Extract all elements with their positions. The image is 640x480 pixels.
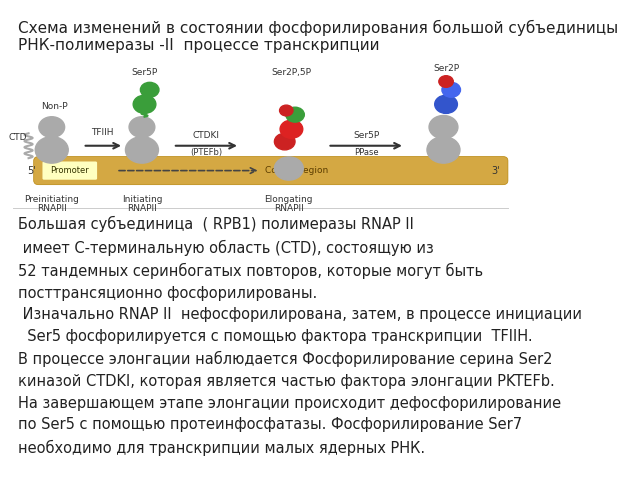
Circle shape <box>280 105 293 116</box>
Circle shape <box>435 95 458 113</box>
Text: Non-P: Non-P <box>41 101 68 110</box>
Text: RNAPII: RNAPII <box>37 204 67 213</box>
Text: Promoter: Promoter <box>51 166 89 175</box>
Text: RNAPII: RNAPII <box>274 204 304 213</box>
Circle shape <box>275 157 303 180</box>
Circle shape <box>439 76 453 87</box>
Text: Схема изменений в состоянии фосфорилирования большой субъединицы: Схема изменений в состоянии фосфорилиров… <box>19 19 618 36</box>
FancyBboxPatch shape <box>42 161 97 180</box>
Circle shape <box>275 133 295 150</box>
Text: Ser5P: Ser5P <box>131 68 157 77</box>
Circle shape <box>125 137 159 163</box>
Text: Elongating: Elongating <box>264 195 313 204</box>
Text: CTDKI: CTDKI <box>193 131 220 140</box>
Text: Preinitiating: Preinitiating <box>24 195 79 204</box>
Circle shape <box>442 83 461 97</box>
Text: Ser2P: Ser2P <box>433 64 459 73</box>
Text: 5': 5' <box>27 166 35 176</box>
Circle shape <box>429 116 458 139</box>
Circle shape <box>280 120 303 138</box>
Circle shape <box>35 137 68 163</box>
Text: 3': 3' <box>492 166 500 176</box>
Text: Ser2P,5P: Ser2P,5P <box>271 68 312 77</box>
Circle shape <box>427 137 460 163</box>
FancyBboxPatch shape <box>34 156 508 185</box>
Text: RNAPII: RNAPII <box>127 204 157 213</box>
Text: (PTEFb): (PTEFb) <box>190 148 223 157</box>
Text: TFIIH: TFIIH <box>92 129 114 137</box>
Circle shape <box>285 107 304 122</box>
Text: Initiating: Initiating <box>122 195 162 204</box>
Text: CTD: CTD <box>9 133 28 142</box>
Circle shape <box>39 117 65 137</box>
Circle shape <box>129 117 155 137</box>
Circle shape <box>133 95 156 113</box>
Text: Coding region: Coding region <box>265 166 328 175</box>
Text: РНК-полимеразы -II  процессе транскрипции: РНК-полимеразы -II процессе транскрипции <box>19 38 380 53</box>
Text: PPase: PPase <box>354 148 378 157</box>
Text: Большая субъединица  ( RPB1) полимеразы RNAP II
 имеет С-терминальную область (C: Большая субъединица ( RPB1) полимеразы R… <box>19 216 582 456</box>
Circle shape <box>140 83 159 97</box>
Text: Ser5P: Ser5P <box>353 131 380 140</box>
